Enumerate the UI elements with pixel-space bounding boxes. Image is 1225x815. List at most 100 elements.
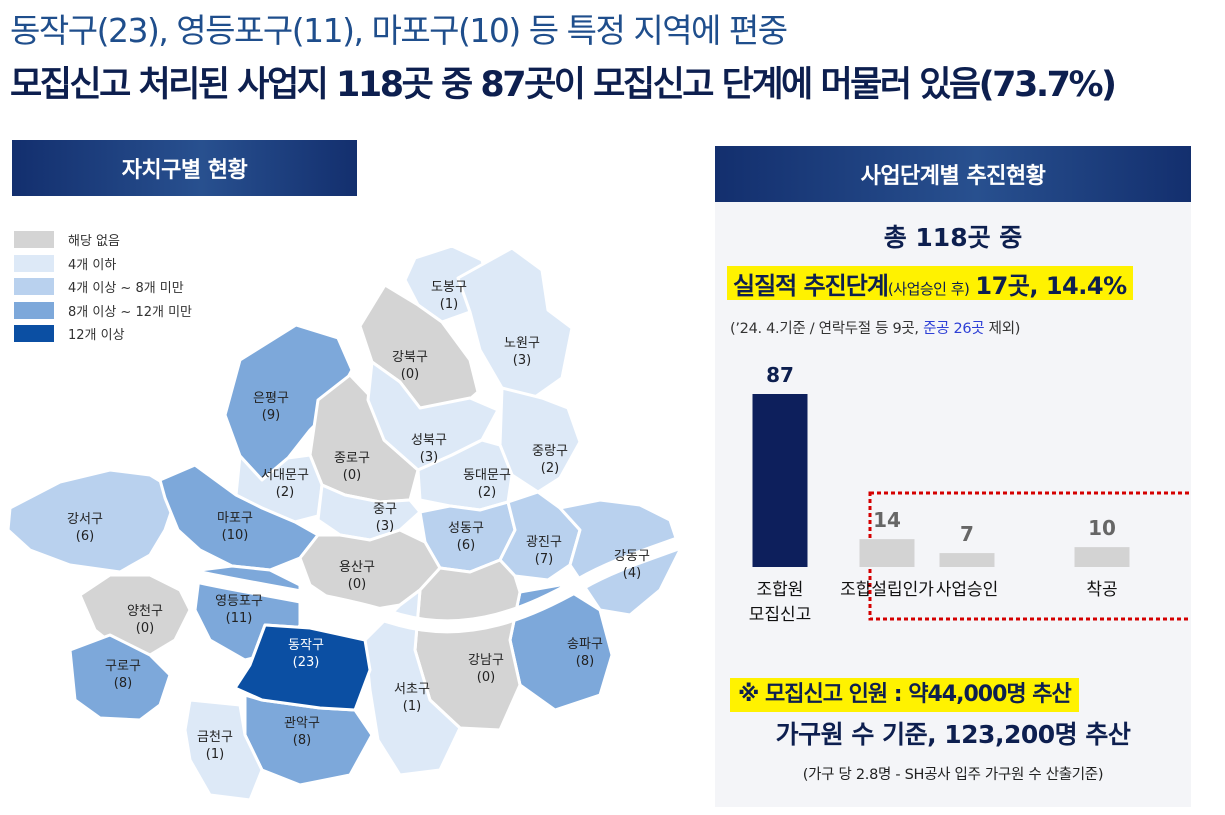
substantive-value: 17곳, 14.4% <box>975 272 1127 300</box>
district-name: 금천구 <box>197 730 233 745</box>
district-name: 강서구 <box>67 512 103 527</box>
household-estimate: 가구원 수 기준, 123,200명 추산 <box>775 720 1131 749</box>
district-count: (2) <box>478 485 496 500</box>
han-river-overlay <box>143 532 697 634</box>
legend-label: 12개 이상 <box>68 328 125 344</box>
district-count: (8) <box>576 654 594 669</box>
basis-prefix: (’24. 4.기준 / 연락두절 등 9곳, <box>730 321 919 337</box>
highlight-box <box>868 491 1191 621</box>
district-name: 마포구 <box>217 511 253 526</box>
district-12-shape <box>316 483 422 542</box>
bar-category-label: 착공 <box>1086 580 1117 600</box>
bar <box>859 539 915 567</box>
bar <box>939 553 995 567</box>
district-name: 종로구 <box>334 451 370 466</box>
district-23-shape <box>363 588 462 777</box>
district-name: 서대문구 <box>261 468 309 483</box>
district-count: (6) <box>76 529 94 544</box>
district-name: 양천구 <box>127 604 163 619</box>
bar-value-label: 14 <box>873 508 901 532</box>
district-count: (0) <box>401 367 419 382</box>
headline-line2: 모집신고 처리된 사업지 118곳 중 87곳이 모집신고 단계에 머물러 있음… <box>10 65 1117 105</box>
map-legend: 해당 없음 4개 이하 4개 이상 ~ 8개 미만 8개 이상 ~ 12개 미만… <box>14 228 192 346</box>
district-name: 도봉구 <box>431 280 467 295</box>
district-10-shape <box>6 468 180 574</box>
district-count: (0) <box>348 577 366 592</box>
legend-swatch <box>14 325 54 343</box>
basis-suffix: 제외) <box>988 321 1021 337</box>
substantive-label: 실질적 추진단계 <box>733 272 889 300</box>
legend-item: 8개 이상 ~ 12개 미만 <box>14 299 192 323</box>
legend-label: 4개 이하 <box>68 257 117 273</box>
map-section-header: 자치구별 현황 <box>12 140 357 196</box>
district-count: (10) <box>222 528 249 543</box>
district-4-shape <box>223 323 354 482</box>
legend-item: 해당 없음 <box>14 228 192 252</box>
bar <box>752 394 808 567</box>
district-2-shape <box>456 246 574 404</box>
household-note: (가구 당 2.8명 - SH공사 입주 가구원 수 산출기준) <box>802 767 1104 783</box>
legend-label: 4개 이상 ~ 8개 미만 <box>68 281 184 297</box>
district-count: (1) <box>206 747 224 762</box>
substantive-note: (사업승인 후) <box>887 280 970 298</box>
district-count: (1) <box>403 699 421 714</box>
legend-swatch <box>14 301 54 319</box>
district-count: (1) <box>440 297 458 312</box>
district-name: 관악구 <box>284 716 320 731</box>
bar-value-label: 7 <box>960 522 974 546</box>
district-count: (2) <box>276 485 294 500</box>
stage-section-header: 사업단계별 추진현황 <box>715 146 1191 202</box>
bar-value-label: 87 <box>766 363 794 387</box>
district-14-shape <box>498 490 582 582</box>
legend-swatch <box>14 254 54 272</box>
district-name: 은평구 <box>253 391 289 406</box>
bar-value-label: 10 <box>1088 516 1116 540</box>
summary-total: 총 118곳 중 <box>883 223 1023 252</box>
district-count: (0) <box>136 621 154 636</box>
district-name: 성북구 <box>411 433 447 448</box>
district-name: 용산구 <box>339 560 375 575</box>
district-count: (0) <box>343 468 361 483</box>
bar <box>1074 547 1130 567</box>
seoul-district-map: 도봉구 (1) 노원구 (3) 강북구 (0) 은평구 (9) 종로구 (0) 성북구 (3) 중랑구 (… <box>6 244 699 802</box>
district-count: (3) <box>513 353 531 368</box>
district-name: 송파구 <box>567 637 603 652</box>
district-count: (2) <box>541 461 559 476</box>
district-name: 강동구 <box>614 549 650 564</box>
district-name: 광진구 <box>526 535 562 550</box>
district-name: 중구 <box>373 502 397 517</box>
district-count: (8) <box>293 733 311 748</box>
legend-swatch <box>14 231 54 249</box>
district-name: 강남구 <box>468 653 504 668</box>
bar-category-label: 사업승인 <box>936 580 999 600</box>
district-25-shape <box>183 698 264 802</box>
bar-category-label: 모집신고 <box>749 605 812 625</box>
district-name: 강북구 <box>392 350 428 365</box>
district-22-shape <box>68 633 172 722</box>
district-count: (3) <box>420 450 438 465</box>
district-count: (9) <box>262 408 280 423</box>
legend-label: 8개 이상 ~ 12개 미만 <box>68 304 192 320</box>
district-count: (6) <box>457 538 475 553</box>
headline-line1: 동작구(23), 영등포구(11), 마포구(10) 등 특정 지역에 편중 <box>10 11 788 50</box>
substantive-summary: 실질적 추진단계 (사업승인 후) 17곳, 14.4% <box>727 266 1133 300</box>
basis-note: (’24. 4.기준 / 연락두절 등 9곳, 준공 26곳 제외) <box>730 317 1020 338</box>
district-count: (11) <box>226 611 253 626</box>
bar-category-label: 조합설립인가 <box>840 580 934 600</box>
legend-item: 4개 이상 ~ 8개 미만 <box>14 275 192 299</box>
district-count: (4) <box>623 566 641 581</box>
district-name: 성동구 <box>448 521 484 536</box>
district-name: 구로구 <box>105 659 141 674</box>
basis-highlight: 준공 26곳 <box>923 321 985 337</box>
district-name: 중랑구 <box>532 444 568 459</box>
district-top-shape <box>233 623 372 712</box>
bar-category-label: 조합원 <box>757 580 804 600</box>
district-name: 동대문구 <box>463 468 511 483</box>
legend-swatch <box>14 278 54 296</box>
legend-item: 12개 이상 <box>14 322 192 346</box>
district-count: (0) <box>477 670 495 685</box>
district-name: 영등포구 <box>215 594 263 609</box>
district-count: (3) <box>376 519 394 534</box>
legend-label: 해당 없음 <box>68 234 120 250</box>
